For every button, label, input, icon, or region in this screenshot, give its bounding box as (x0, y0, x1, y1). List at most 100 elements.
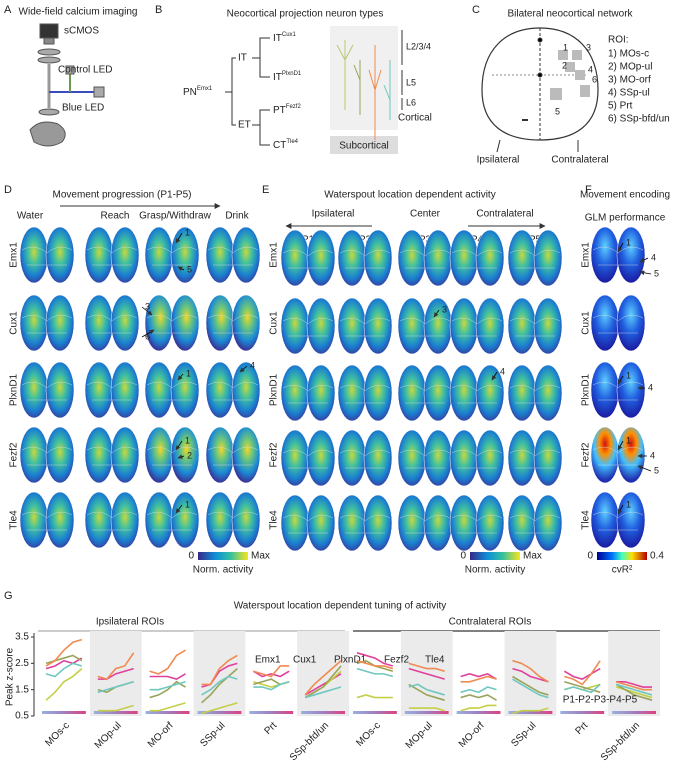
series-line (512, 678, 549, 699)
area-borders (86, 511, 138, 531)
annotation: 1 (626, 237, 631, 247)
brain-map (205, 426, 261, 484)
area-borders (21, 314, 73, 334)
hemisphere (19, 426, 49, 484)
position-strip (612, 711, 656, 714)
brain-map (337, 429, 393, 487)
area-borders (592, 446, 644, 466)
brain-map (144, 294, 200, 352)
area-borders (451, 449, 503, 469)
series-line (615, 683, 653, 696)
area-borders (451, 317, 503, 337)
hemisphere (110, 361, 140, 419)
x-tick-label: SSp-bfd/un (288, 720, 331, 763)
hemisphere (144, 491, 174, 549)
position-strip (353, 711, 397, 714)
hemisphere (231, 294, 261, 352)
roi-map (481, 27, 599, 153)
hemisphere (45, 226, 75, 284)
roi-title: ROI: (608, 35, 629, 46)
area-borders (146, 246, 198, 266)
series-line (45, 667, 83, 701)
stage-label: Water (17, 211, 44, 222)
brain-map (507, 494, 563, 552)
brain-map (590, 361, 646, 419)
hemisphere (45, 294, 75, 352)
group-band (297, 631, 349, 716)
hemisphere (616, 491, 646, 549)
panel-title: Waterspout location dependent activity (324, 190, 495, 201)
legend-entry: Fezf2 (384, 655, 409, 666)
brain-map (19, 226, 75, 284)
hemisphere (397, 229, 427, 287)
brain-map (144, 426, 200, 484)
series-line (97, 704, 134, 712)
hemisphere (337, 364, 367, 422)
hemisphere (449, 494, 479, 552)
series-line (45, 638, 83, 667)
series-line (512, 659, 549, 683)
y-tick-label: 3.5 (15, 632, 29, 643)
brain-map (280, 229, 336, 287)
area-borders (399, 449, 451, 469)
hemisphere (507, 364, 537, 422)
series-line (512, 667, 549, 683)
branch-label: ET (238, 120, 251, 131)
position-strip (145, 711, 190, 714)
hemisphere (231, 226, 261, 284)
series-line (97, 652, 135, 681)
roi-number: 3 (586, 42, 591, 52)
area-borders (592, 246, 644, 266)
series-line (304, 665, 342, 699)
root-label-sup: Emx1 (197, 86, 213, 92)
area-borders (207, 246, 259, 266)
hemisphere (533, 429, 563, 487)
brain-map (590, 226, 646, 284)
area-borders (451, 384, 503, 404)
hemisphere (397, 429, 427, 487)
colorbar-min: 0 (587, 551, 593, 562)
series-line (356, 652, 394, 667)
hemisphere (205, 294, 235, 352)
area-borders (509, 249, 561, 269)
hemisphere (231, 491, 261, 549)
area-borders (21, 446, 73, 466)
y-axis-label: Peak z-score (5, 647, 16, 706)
annotation: 1 (185, 227, 190, 237)
annotation: 2 (187, 450, 192, 460)
x-tick-label: SSp-ul (198, 720, 227, 749)
area-borders (339, 317, 391, 337)
hemisphere (306, 429, 336, 487)
layer-label: L6 (406, 97, 416, 107)
legend-entry: PlxnD1 (334, 655, 367, 666)
hemisphere (397, 494, 427, 552)
brain-map (507, 364, 563, 422)
roi-item: 5) Prt (608, 101, 633, 112)
annotation: 5 (654, 268, 659, 278)
area-borders (146, 314, 198, 334)
hemisphere (533, 297, 563, 355)
brain-map (280, 429, 336, 487)
area-borders (21, 246, 73, 266)
series-line (512, 707, 549, 715)
position-strip (197, 711, 242, 714)
series-line (149, 649, 186, 675)
hemisphere (205, 226, 235, 284)
series-line (616, 680, 652, 688)
brain-map (144, 491, 200, 549)
hemisphere (306, 494, 336, 552)
area-borders (146, 511, 198, 531)
annotation-arrow (175, 232, 183, 244)
legend-entry: Cux1 (293, 655, 317, 666)
position-strip (404, 711, 449, 714)
series-line (563, 667, 601, 680)
hemisphere (507, 297, 537, 355)
part-label: Control LED (58, 65, 112, 76)
root-label: PNEmx1 (183, 86, 213, 98)
row-label: Cux1 (581, 311, 592, 335)
position-strip (508, 711, 553, 714)
colorbar-max: Max (251, 551, 270, 562)
hemisphere (45, 491, 75, 549)
brain-map (397, 364, 453, 422)
